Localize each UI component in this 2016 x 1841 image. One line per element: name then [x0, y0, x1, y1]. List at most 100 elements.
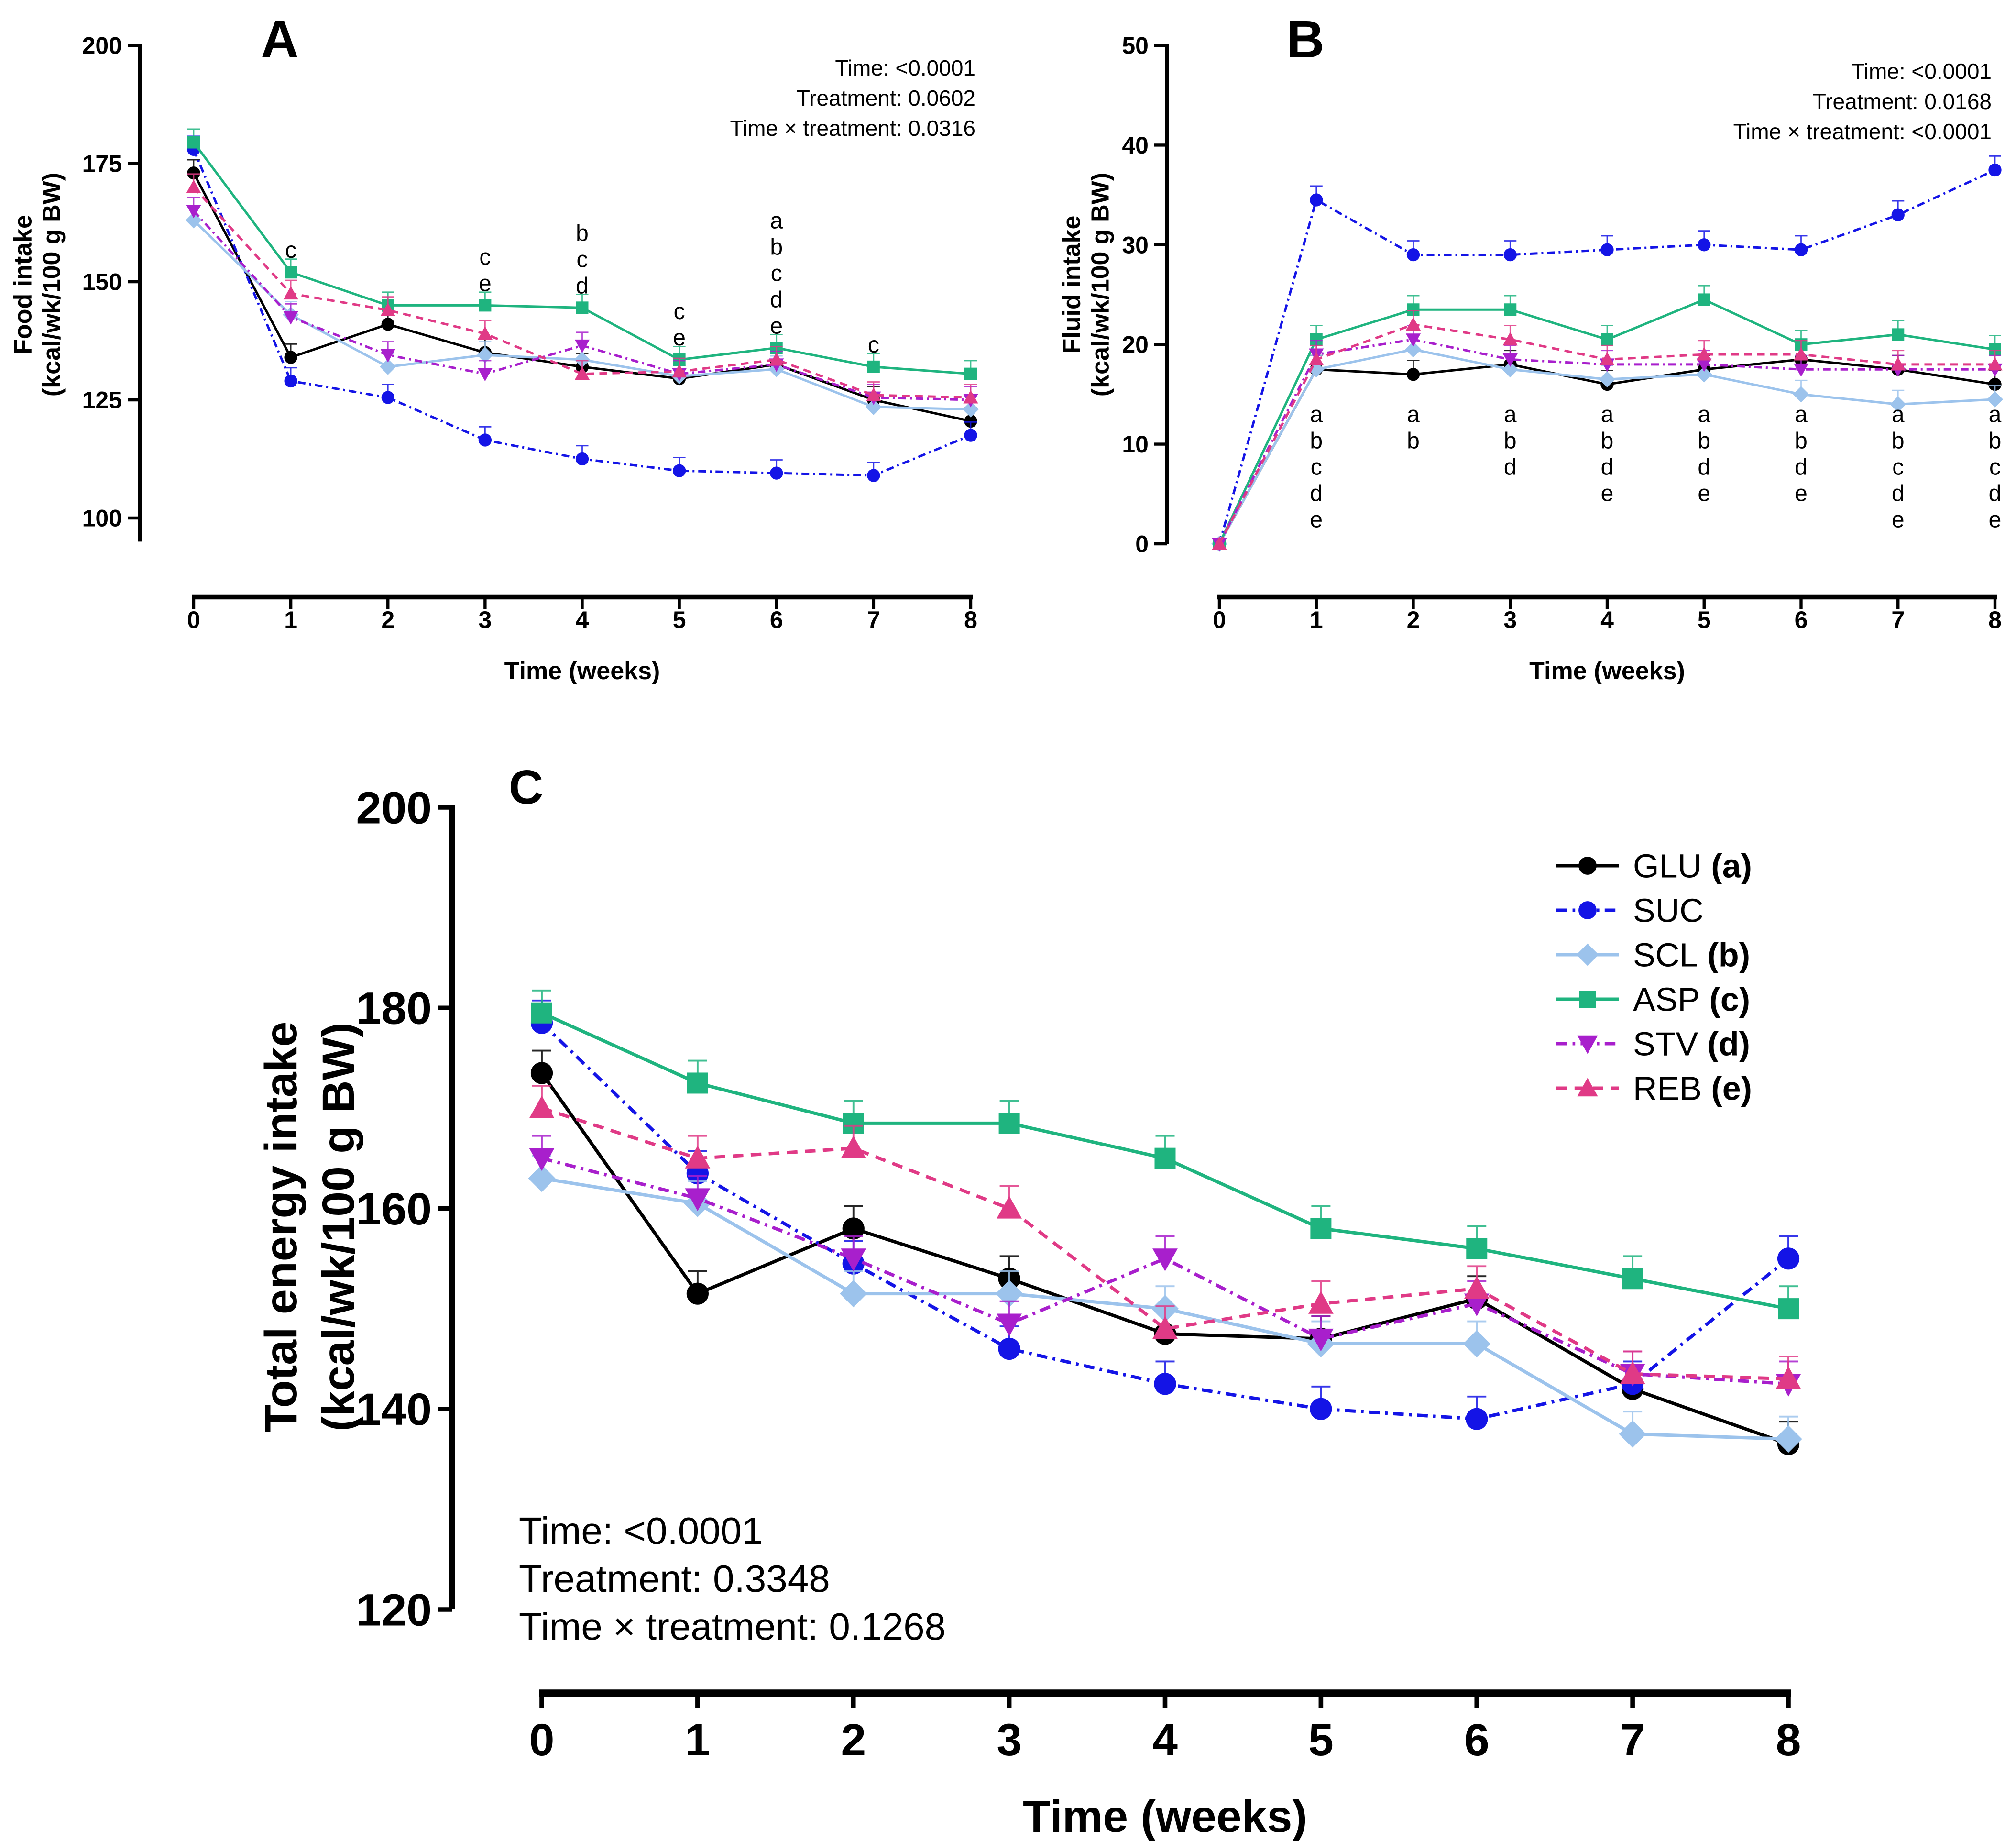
data-point: [380, 358, 396, 375]
significance-letter: d: [1892, 481, 1905, 506]
data-point: [770, 466, 783, 480]
significance-letter: c: [771, 261, 782, 286]
data-point: [865, 398, 882, 415]
data-point: [1697, 347, 1712, 361]
data-point: [285, 266, 297, 279]
data-point: [531, 1002, 552, 1024]
stats-line: Treatment: 0.0168: [1813, 89, 1992, 114]
data-point: [1891, 208, 1905, 221]
data-point: [769, 352, 784, 366]
data-point: [1599, 371, 1615, 388]
x-tick-label: 6: [1795, 606, 1808, 633]
series-scl: [1211, 335, 2003, 552]
legend-series-name: SUC: [1633, 892, 1704, 929]
legend-item: GLU (a): [1556, 848, 1752, 885]
data-point: [1601, 333, 1613, 346]
y-tick-label: 10: [1122, 431, 1149, 458]
significance-letter: b: [1795, 428, 1808, 453]
data-point: [478, 433, 492, 447]
data-point: [576, 301, 589, 314]
data-point: [381, 318, 394, 331]
data-point: [1502, 361, 1519, 378]
data-point: [842, 1217, 865, 1240]
significance-letter: d: [576, 273, 589, 298]
data-point: [1154, 1147, 1176, 1169]
data-point: [964, 367, 977, 380]
x-tick-label: 7: [1891, 606, 1905, 633]
significance-letter: d: [1310, 481, 1323, 506]
x-tick-label: 1: [284, 606, 297, 633]
significance-letter: c: [577, 247, 588, 272]
significance-letter: a: [1310, 402, 1323, 427]
data-point: [1212, 536, 1227, 550]
data-point: [1309, 352, 1324, 365]
legend-item: STV (d): [1556, 1025, 1750, 1063]
data-point: [1466, 1408, 1488, 1430]
data-point: [686, 1282, 709, 1305]
data-point: [1777, 1247, 1800, 1270]
significance-letter: a: [1989, 402, 2002, 427]
significance-letter: a: [1504, 402, 1517, 427]
data-point: [685, 1188, 711, 1211]
x-tick-label: 3: [1503, 606, 1517, 633]
panel-letter: A: [261, 10, 298, 69]
data-point: [964, 429, 977, 442]
data-point: [997, 1313, 1022, 1336]
significance-letter: a: [1698, 402, 1710, 427]
data-point: [1154, 1373, 1176, 1395]
series-suc: [1213, 155, 2002, 551]
data-point: [284, 351, 297, 364]
panel-b: B 0 10 20 30 40 50 0 1 2 3 4 5 6 7 8 Time (weeks) Fluid i…: [1058, 10, 2003, 685]
legend-series-name: SCL: [1633, 937, 1698, 974]
data-point: [477, 326, 493, 340]
significance-letter: a: [1892, 402, 1905, 427]
data-point: [1619, 1420, 1646, 1448]
significance-letter: b: [770, 234, 783, 260]
significance-letter: b: [1698, 428, 1710, 453]
x-tick-label: 6: [770, 606, 783, 633]
data-point: [381, 391, 394, 404]
data-point: [685, 1146, 711, 1169]
significance-letter: c: [479, 244, 491, 270]
y-tick-label: 20: [1122, 331, 1149, 358]
significance-letter: d: [770, 287, 783, 312]
data-point: [1405, 317, 1421, 331]
data-point: [1987, 357, 2003, 371]
x-tick-label: 5: [1308, 1715, 1334, 1765]
data-point: [1620, 1361, 1645, 1384]
x-tick-label: 6: [1464, 1715, 1490, 1765]
significance-letter: d: [1504, 454, 1517, 480]
data-point: [574, 339, 590, 353]
legend-item: REB (e): [1556, 1070, 1752, 1107]
y-tick-label: 30: [1122, 232, 1149, 258]
data-point: [998, 1337, 1020, 1360]
data-point: [380, 302, 395, 316]
legend-item: ASP (c): [1556, 981, 1750, 1018]
data-point: [998, 1113, 1020, 1134]
significance-letter: e: [1989, 507, 2002, 532]
significance-letter: e: [1892, 507, 1905, 532]
significance-letter: b: [1989, 428, 2002, 453]
x-tick-label: 7: [1620, 1715, 1645, 1765]
y-axis-title: Fluid intake: [1058, 216, 1086, 354]
data-point: [283, 311, 298, 325]
significance-letter: a: [1407, 402, 1420, 427]
significance-letter: d: [1795, 454, 1808, 480]
data-point: [380, 349, 395, 363]
significance-letter: d: [1601, 454, 1614, 480]
data-point: [1778, 1298, 1799, 1320]
legend-marker: [1578, 857, 1597, 875]
data-point: [1504, 303, 1517, 316]
y-tick-label: 200: [82, 33, 122, 59]
data-point: [479, 299, 492, 312]
data-point: [1890, 357, 1906, 371]
data-point: [186, 205, 201, 219]
data-point: [1310, 193, 1323, 207]
significance-letter: e: [1601, 481, 1614, 506]
significance-letter: d: [1698, 454, 1710, 480]
significance-letter: c: [1989, 454, 2001, 480]
significance-letter: e: [1795, 481, 1808, 506]
series-stv: [529, 1135, 1801, 1397]
legend-item: SUC: [1556, 892, 1704, 929]
